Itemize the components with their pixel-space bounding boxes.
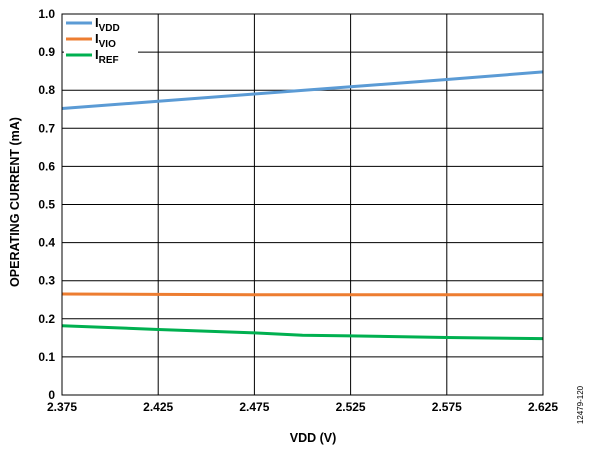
y-tick-label: 0.5: [38, 198, 55, 212]
legend-label-ref: IREF: [95, 47, 119, 66]
legend-label-subscript: REF: [99, 55, 119, 66]
y-tick-label: 0.1: [38, 350, 55, 364]
y-tick-label: 0.2: [38, 312, 55, 326]
x-tick-label: 2.375: [47, 400, 77, 414]
series-line-ref: [61, 324, 544, 341]
y-tick-label: 0.9: [38, 45, 55, 59]
y-tick-label: 0.6: [38, 159, 55, 173]
legend-label-main: I: [95, 15, 99, 30]
y-axis-title: OPERATING CURRENT (mA): [8, 117, 22, 287]
legend-label-subscript: VDD: [99, 23, 120, 34]
series-line-vio: [61, 292, 543, 297]
y-tick-labels: 0 0.1 0.2 0.3 0.4 0.5 0.6 0.7 0.8 0.9 1.0: [38, 7, 55, 402]
y-tick-label: 0.8: [38, 83, 55, 97]
legend-label-main: I: [95, 47, 99, 62]
legend-label-subscript: VIO: [99, 39, 116, 50]
y-tick-label: 0.7: [38, 121, 55, 135]
y-tick-label: 1.0: [38, 7, 55, 21]
y-tick-label: 0.4: [38, 236, 55, 250]
legend-label-vio: IVIO: [95, 31, 116, 50]
series-lines: [61, 70, 544, 341]
x-tick-label: 2.575: [432, 400, 462, 414]
legend-label-main: I: [95, 31, 99, 46]
y-tick-label: 0.3: [38, 274, 55, 288]
figure-id: 12479-120: [576, 385, 585, 424]
x-tick-label: 2.525: [336, 400, 366, 414]
x-tick-label: 2.625: [528, 400, 558, 414]
series-line-vdd: [61, 70, 544, 110]
legend-background: [64, 16, 138, 70]
legend-label-vdd: IVDD: [95, 15, 120, 34]
x-axis-title: VDD (V): [290, 431, 337, 445]
plot-frame: [61, 13, 544, 396]
x-tick-label: 2.425: [143, 400, 173, 414]
y-tick-label: 0: [48, 388, 55, 402]
x-tick-label: 2.475: [239, 400, 269, 414]
x-tick-labels: 2.375 2.425 2.475 2.525 2.575 2.625: [47, 400, 558, 414]
